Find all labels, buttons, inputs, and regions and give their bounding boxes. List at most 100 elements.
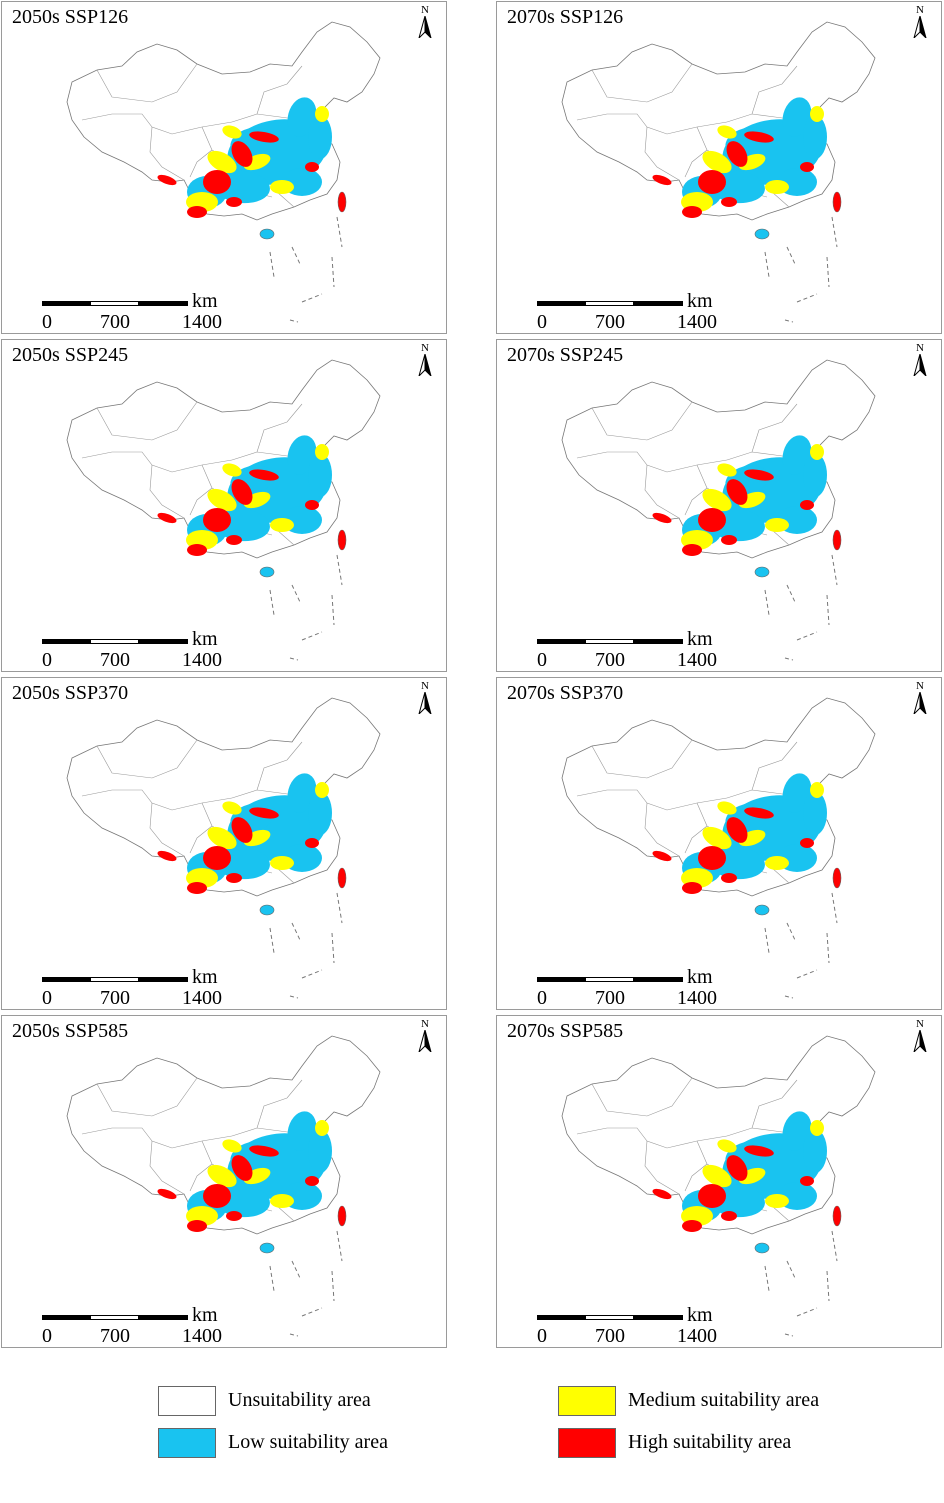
scale-bar-label: 1400 bbox=[182, 987, 222, 1009]
scale-bar-segment bbox=[42, 1315, 92, 1320]
scale-bar: km 0 700 1400 bbox=[42, 966, 252, 1009]
province-boundary bbox=[189, 825, 213, 854]
island-hainan bbox=[754, 228, 770, 240]
scale-bar-label: 0 bbox=[42, 649, 52, 671]
province-boundary bbox=[96, 63, 198, 103]
high-suitability-patch bbox=[652, 850, 672, 862]
province-boundary bbox=[256, 1079, 303, 1129]
scale-bar: km 0 700 1400 bbox=[42, 1304, 252, 1347]
high-suitability-patch bbox=[249, 131, 279, 143]
scale-bar-segment bbox=[537, 639, 587, 644]
north-arrow-label: N bbox=[421, 1018, 429, 1030]
medium-suitability-patch bbox=[702, 826, 732, 850]
legend-swatch-medium bbox=[558, 1386, 616, 1416]
province-boundary bbox=[96, 739, 198, 779]
medium-suitability-patch bbox=[810, 1120, 824, 1136]
province-boundary bbox=[684, 149, 708, 178]
high-suitability-patch bbox=[203, 508, 231, 532]
high-suitability-patch bbox=[721, 873, 737, 883]
scale-bar-unit: km bbox=[192, 966, 218, 988]
south-china-sea-line bbox=[764, 554, 838, 661]
high-suitability-patch bbox=[187, 882, 207, 894]
low-suitability-patch bbox=[782, 1111, 812, 1151]
medium-suitability-patch bbox=[222, 1139, 242, 1153]
low-suitability-patch bbox=[287, 435, 317, 475]
high-suitability-patch bbox=[203, 170, 231, 194]
legend-swatch-high bbox=[558, 1428, 616, 1458]
high-suitability-patch bbox=[744, 1145, 774, 1157]
scale-bar: km 0 700 1400 bbox=[537, 966, 747, 1009]
suitability-map bbox=[66, 697, 381, 999]
province-boundary bbox=[644, 1140, 680, 1195]
scale-bar-label: 1400 bbox=[677, 987, 717, 1009]
legend-swatch-low bbox=[158, 1428, 216, 1458]
high-suitability-patch bbox=[226, 535, 242, 545]
scale-bar-unit: km bbox=[687, 628, 713, 650]
medium-suitability-patch bbox=[765, 180, 789, 194]
medium-suitability-patch bbox=[810, 444, 824, 460]
north-arrow-label: N bbox=[916, 342, 924, 354]
medium-suitability-patch bbox=[702, 488, 732, 512]
scale-bar-unit: km bbox=[687, 1304, 713, 1326]
province-boundary bbox=[96, 1077, 198, 1117]
scale-bar-segment bbox=[90, 1315, 140, 1320]
high-suitability-patch bbox=[203, 1184, 231, 1208]
scale-bar-label: 1400 bbox=[182, 311, 222, 333]
scale-bar-segment bbox=[585, 1315, 635, 1320]
south-china-sea-line bbox=[269, 216, 343, 323]
medium-suitability-patch bbox=[270, 518, 294, 532]
panel-title: 2070s SSP126 bbox=[507, 6, 624, 28]
province-boundary bbox=[149, 1140, 185, 1195]
suitability-map bbox=[561, 21, 876, 323]
north-arrow-label: N bbox=[421, 342, 429, 354]
low-suitability-patch bbox=[287, 97, 317, 137]
scale-bar-label: 700 bbox=[595, 1325, 625, 1347]
high-suitability-patch bbox=[305, 500, 319, 510]
island-hainan bbox=[259, 1242, 275, 1254]
scale-bar-segment bbox=[42, 301, 92, 306]
province-boundary bbox=[189, 149, 213, 178]
island-taiwan bbox=[832, 191, 842, 213]
high-suitability-patch bbox=[682, 206, 702, 218]
scale-bar-label: 700 bbox=[595, 987, 625, 1009]
scale-bar-segment bbox=[633, 977, 683, 982]
legend-label-medium: Medium suitability area bbox=[628, 1389, 820, 1411]
scale-bar-label: 700 bbox=[100, 987, 130, 1009]
island-hainan bbox=[754, 566, 770, 578]
high-suitability-patch bbox=[231, 817, 253, 843]
island-hainan bbox=[754, 1242, 770, 1254]
scale-bar-segment bbox=[42, 977, 92, 982]
high-suitability-patch bbox=[800, 162, 814, 172]
province-boundary bbox=[591, 401, 693, 441]
high-suitability-patch bbox=[682, 882, 702, 894]
scale-bar-label: 0 bbox=[537, 649, 547, 671]
low-suitability-patch bbox=[308, 115, 332, 159]
high-suitability-patch bbox=[187, 544, 207, 556]
legend-swatch-unsuitable bbox=[158, 1386, 216, 1416]
scale-bar-segment bbox=[633, 1315, 683, 1320]
medium-suitability-patch bbox=[270, 1194, 294, 1208]
high-suitability-patch bbox=[231, 479, 253, 505]
scale-bar-label: 0 bbox=[537, 311, 547, 333]
province-boundary bbox=[644, 126, 680, 181]
medium-suitability-patch bbox=[810, 782, 824, 798]
province-boundary bbox=[189, 1163, 213, 1192]
medium-suitability-patch bbox=[810, 106, 824, 122]
scale-bar-unit: km bbox=[192, 628, 218, 650]
high-suitability-patch bbox=[652, 512, 672, 524]
scale-bar-unit: km bbox=[687, 966, 713, 988]
panel-title: 2070s SSP245 bbox=[507, 344, 624, 366]
scale-bar-label: 0 bbox=[537, 1325, 547, 1347]
suitability-map bbox=[66, 359, 381, 661]
north-arrow-icon: N bbox=[414, 4, 436, 40]
island-taiwan bbox=[337, 867, 347, 889]
scale-bar-segment bbox=[90, 301, 140, 306]
north-arrow-label: N bbox=[421, 680, 429, 692]
high-suitability-patch bbox=[721, 535, 737, 545]
medium-suitability-patch bbox=[315, 1120, 329, 1136]
scale-bar-label: 0 bbox=[42, 1325, 52, 1347]
